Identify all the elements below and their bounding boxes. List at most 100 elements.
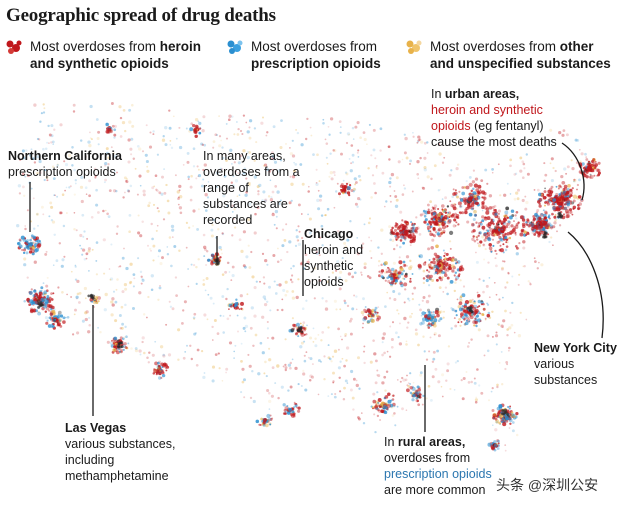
overdose-dot (247, 218, 251, 222)
overdose-dot (231, 274, 235, 278)
overdose-dot (486, 229, 490, 233)
overdose-dot (444, 286, 448, 289)
overdose-dot (350, 188, 354, 193)
overdose-dot (51, 140, 55, 144)
overdose-dot (157, 364, 161, 368)
overdose-dot (171, 236, 174, 238)
overdose-dot (197, 208, 200, 211)
overdose-dot (184, 351, 187, 353)
overdose-dot (525, 200, 529, 205)
overdose-dot (231, 204, 234, 207)
overdose-dot (355, 383, 359, 388)
overdose-dot (377, 374, 381, 378)
overdose-dot (192, 147, 196, 151)
overdose-dot (370, 239, 373, 242)
overdose-dot (317, 333, 320, 336)
overdose-dot (519, 232, 524, 237)
overdose-dot (394, 235, 397, 238)
overdose-dot (245, 177, 248, 180)
overdose-dot (386, 276, 390, 280)
overdose-dot (454, 278, 458, 281)
overdose-dot (87, 247, 91, 251)
overdose-dot (108, 189, 112, 193)
overdose-dot (69, 185, 72, 188)
overdose-dot (230, 279, 233, 282)
overdose-dot (554, 214, 557, 216)
overdose-dot (497, 231, 501, 235)
overdose-dot (308, 378, 312, 382)
overdose-dot (295, 295, 299, 300)
overdose-dot (121, 120, 126, 125)
overdose-dot (514, 225, 519, 229)
overdose-dot (521, 160, 525, 164)
overdose-dot (534, 260, 537, 263)
overdose-dot (284, 368, 287, 372)
overdose-dot (228, 114, 232, 118)
overdose-dot (221, 380, 224, 382)
overdose-dot (28, 303, 31, 307)
overdose-dot (84, 317, 88, 322)
overdose-dot (430, 217, 434, 221)
overdose-dot (342, 398, 346, 401)
overdose-dot (268, 408, 271, 410)
overdose-dot (348, 157, 351, 160)
overdose-dot (441, 276, 444, 279)
overdose-dot (290, 412, 294, 416)
overdose-dot (417, 135, 421, 139)
overdose-dot (502, 243, 505, 246)
legend-rx-line1: Most overdoses from (251, 39, 378, 54)
overdose-dot (332, 149, 335, 152)
overdose-dot (362, 350, 366, 353)
overdose-dot (508, 236, 512, 240)
overdose-dot (253, 127, 257, 130)
overdose-dot (84, 311, 88, 315)
overdose-dot (432, 228, 436, 232)
overdose-dot (436, 216, 441, 220)
overdose-dot (137, 257, 140, 260)
overdose-dot (155, 373, 158, 376)
overdose-dot (131, 103, 134, 107)
overdose-dot (459, 324, 462, 327)
overdose-dot (44, 301, 48, 305)
overdose-dot (459, 295, 463, 298)
overdose-dot (213, 319, 217, 322)
overdose-dot (378, 405, 382, 409)
overdose-dot (409, 386, 413, 390)
overdose-dot (464, 210, 468, 215)
overdose-dot (394, 195, 398, 198)
overdose-dot (333, 299, 337, 303)
overdose-dot (455, 314, 458, 317)
overdose-dot (225, 159, 228, 162)
overdose-dot (455, 167, 459, 171)
overdose-dot (160, 192, 164, 196)
overdose-dot (33, 103, 37, 107)
overdose-dot (262, 190, 266, 194)
overdose-dot (103, 308, 107, 312)
overdose-dot (123, 176, 127, 180)
overdose-dot (66, 293, 68, 296)
overdose-dot (365, 311, 368, 314)
watermark: 头条 @深圳公安 (496, 477, 599, 493)
overdose-dot (510, 323, 514, 327)
overdose-dot (540, 213, 544, 216)
overdose-dot (514, 233, 517, 236)
overdose-dot (255, 419, 260, 424)
overdose-dot (35, 247, 39, 252)
overdose-dot (274, 209, 279, 214)
overdose-dot (497, 212, 500, 215)
overdose-dot (405, 388, 410, 393)
overdose-dot (453, 274, 456, 277)
overdose-dot (321, 297, 324, 300)
overdose-dot (30, 249, 35, 254)
overdose-dot (504, 232, 507, 236)
overdose-dot (485, 284, 489, 288)
overdose-dot (452, 206, 457, 211)
overdose-dot (339, 126, 342, 128)
overdose-dot (48, 133, 52, 137)
overdose-dot (262, 417, 268, 423)
overdose-dot (167, 353, 172, 357)
overdose-dot (538, 261, 540, 264)
many-line-3: range of (203, 181, 249, 195)
overdose-dot (161, 175, 164, 179)
overdose-dot (76, 331, 80, 335)
